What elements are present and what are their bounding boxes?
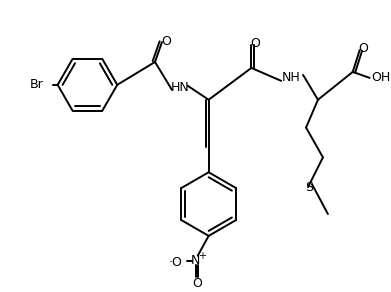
Text: OH: OH: [371, 71, 390, 84]
Text: NH: NH: [282, 71, 301, 84]
Text: ·O: ·O: [169, 256, 183, 269]
Text: S: S: [305, 181, 313, 194]
Text: Br: Br: [30, 78, 44, 91]
Text: O: O: [192, 277, 202, 290]
Text: O: O: [161, 35, 171, 48]
Text: O: O: [359, 41, 369, 55]
Text: HN: HN: [170, 81, 189, 94]
Text: N: N: [191, 254, 201, 267]
Text: +: +: [198, 251, 206, 261]
Text: O: O: [250, 36, 260, 50]
